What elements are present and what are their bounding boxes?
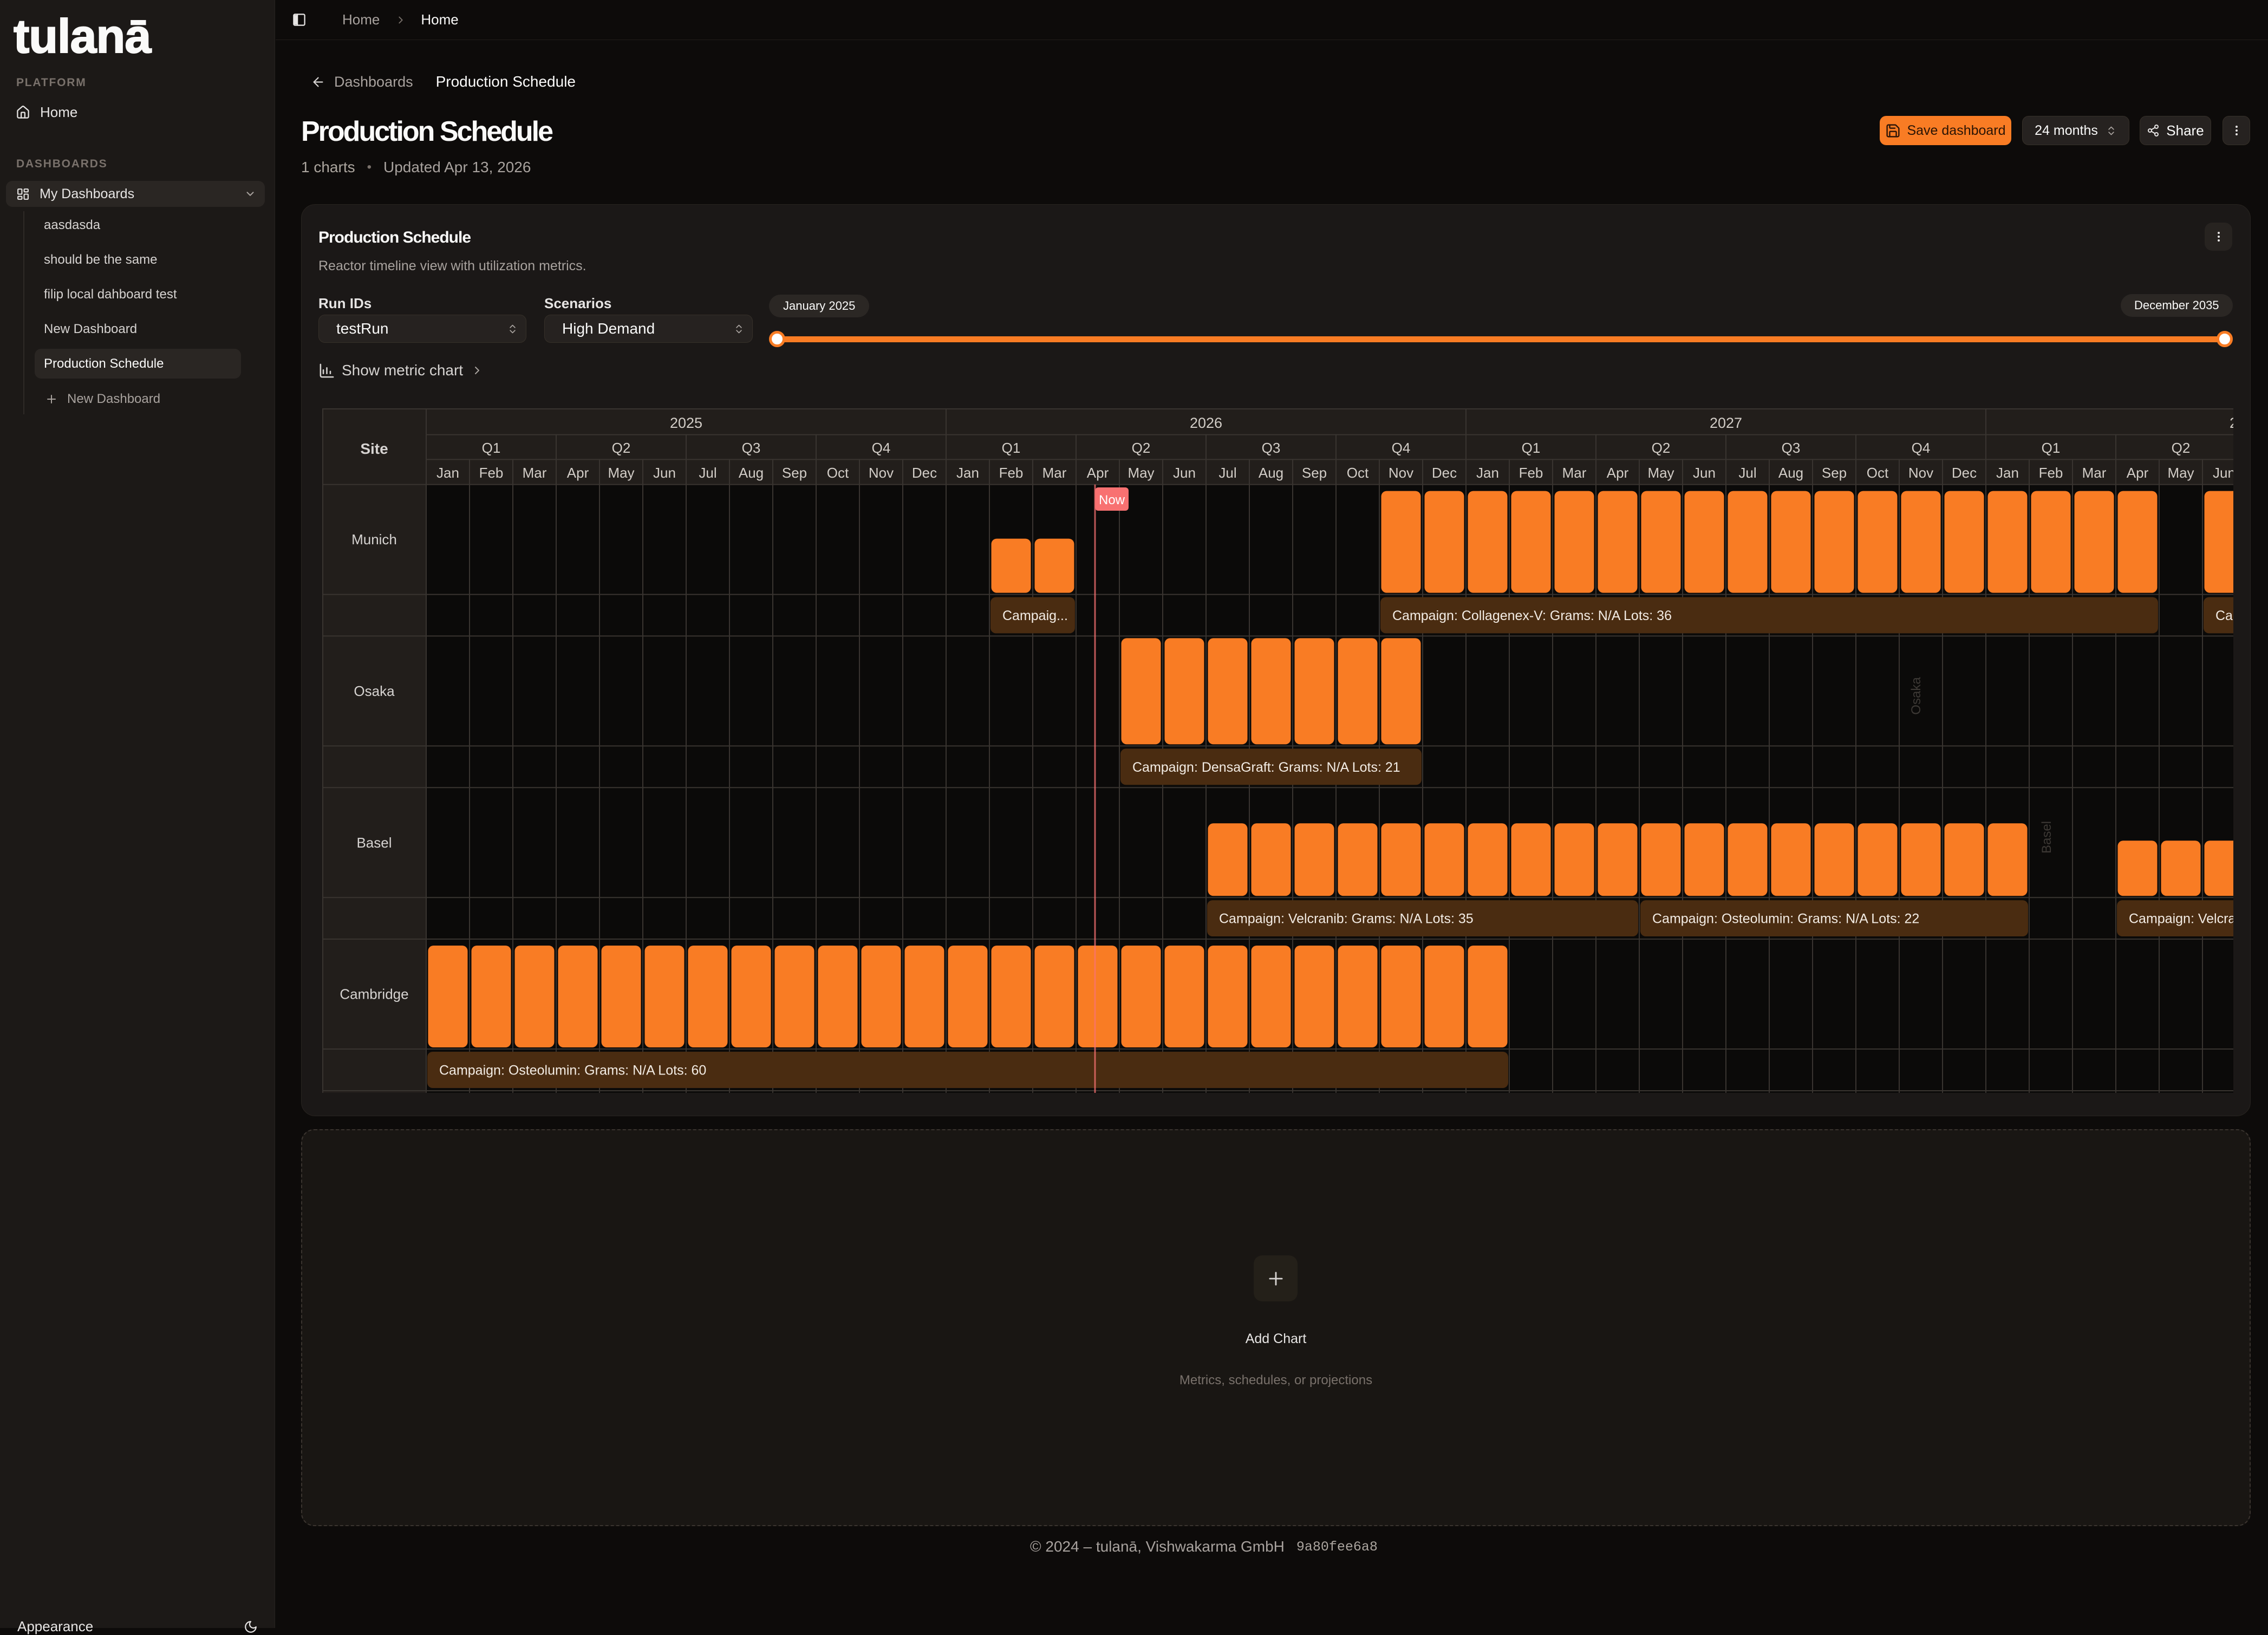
svg-text:Q1: Q1 — [1522, 440, 1541, 456]
svg-text:Apr: Apr — [567, 465, 589, 481]
svg-text:Apr: Apr — [1607, 465, 1629, 481]
svg-text:Sep: Sep — [782, 465, 807, 481]
svg-text:Jan: Jan — [1996, 465, 2019, 481]
svg-text:Jan: Jan — [956, 465, 979, 481]
svg-text:Site: Site — [360, 440, 388, 457]
svg-text:Campaign: DensaGraft: Grams: N: Campaign: DensaGraft: Grams: N/A — [2215, 608, 2233, 623]
svg-text:Jan: Jan — [436, 465, 459, 481]
svg-text:Q3: Q3 — [742, 440, 761, 456]
svg-text:Mar: Mar — [1562, 465, 1587, 481]
svg-text:2028: 2028 — [2230, 415, 2233, 431]
svg-text:Aug: Aug — [1778, 465, 1803, 481]
svg-text:Nov: Nov — [1908, 465, 1933, 481]
svg-text:Feb: Feb — [999, 465, 1024, 481]
svg-text:Dec: Dec — [1432, 465, 1457, 481]
svg-text:Now: Now — [1099, 493, 1125, 507]
svg-text:Q1: Q1 — [2042, 440, 2061, 456]
svg-text:Jul: Jul — [1218, 465, 1236, 481]
svg-text:May: May — [1647, 465, 1674, 481]
svg-text:Mar: Mar — [1042, 465, 1067, 481]
svg-text:Q2: Q2 — [1652, 440, 1671, 456]
svg-text:Mar: Mar — [523, 465, 547, 481]
svg-text:May: May — [1128, 465, 1154, 481]
svg-text:Q4: Q4 — [872, 440, 891, 456]
svg-text:Jul: Jul — [699, 465, 716, 481]
svg-text:Dec: Dec — [1952, 465, 1977, 481]
svg-text:Sep: Sep — [1302, 465, 1327, 481]
svg-text:Campaign: Velcranib: Grams: N/: Campaign: Velcranib: Grams: N/A — [2129, 911, 2233, 927]
svg-text:Nov: Nov — [1389, 465, 1413, 481]
svg-text:Basel: Basel — [2039, 821, 2054, 854]
svg-text:Q1: Q1 — [1002, 440, 1021, 456]
svg-text:Q4: Q4 — [1912, 440, 1931, 456]
svg-text:Osaka: Osaka — [354, 683, 395, 699]
svg-text:Campaig...: Campaig... — [1002, 608, 1068, 623]
svg-text:Campaign: Velcranib: Grams: N/: Campaign: Velcranib: Grams: N/A Lots: 35 — [1219, 911, 1474, 927]
svg-text:Jun: Jun — [2213, 465, 2233, 481]
svg-text:Apr: Apr — [2127, 465, 2149, 481]
svg-text:Feb: Feb — [1519, 465, 1543, 481]
svg-text:Nov: Nov — [869, 465, 894, 481]
svg-text:Q4: Q4 — [1392, 440, 1411, 456]
svg-text:Jun: Jun — [653, 465, 676, 481]
svg-text:2025: 2025 — [670, 415, 702, 431]
svg-text:Campaign: Osteolumin: Grams: N: Campaign: Osteolumin: Grams: N/A Lots: 6… — [439, 1063, 706, 1078]
svg-text:Campaign: Collagenex-V: Grams:: Campaign: Collagenex-V: Grams: N/A Lots:… — [1392, 608, 1672, 623]
svg-text:Basel: Basel — [356, 835, 392, 851]
svg-text:Jan: Jan — [1476, 465, 1499, 481]
svg-text:Osaka: Osaka — [1909, 677, 1924, 715]
svg-text:2027: 2027 — [1710, 415, 1742, 431]
svg-text:Q2: Q2 — [1132, 440, 1151, 456]
svg-text:Dec: Dec — [912, 465, 937, 481]
svg-text:Campaign: Osteolumin: Grams: N: Campaign: Osteolumin: Grams: N/A Lots: 2… — [1652, 911, 1919, 927]
svg-text:Feb: Feb — [479, 465, 504, 481]
svg-text:Mar: Mar — [2082, 465, 2107, 481]
svg-text:Sep: Sep — [1822, 465, 1847, 481]
svg-text:Oct: Oct — [827, 465, 849, 481]
svg-text:May: May — [608, 465, 634, 481]
svg-text:Jun: Jun — [1693, 465, 1716, 481]
svg-text:Munich: Munich — [351, 531, 397, 548]
svg-text:Aug: Aug — [1259, 465, 1283, 481]
svg-text:Feb: Feb — [2039, 465, 2063, 481]
svg-text:Oct: Oct — [1347, 465, 1369, 481]
svg-text:Apr: Apr — [1087, 465, 1109, 481]
svg-text:Campaign: DensaGraft: Grams: N: Campaign: DensaGraft: Grams: N/A Lots: 2… — [1132, 760, 1400, 775]
svg-text:Q2: Q2 — [612, 440, 631, 456]
svg-text:Oct: Oct — [1867, 465, 1889, 481]
svg-text:2026: 2026 — [1190, 415, 1222, 431]
svg-text:May: May — [2167, 465, 2194, 481]
svg-text:Q2: Q2 — [2172, 440, 2191, 456]
svg-text:Cambridge: Cambridge — [340, 986, 408, 1002]
svg-text:Q3: Q3 — [1262, 440, 1281, 456]
svg-text:Aug: Aug — [739, 465, 764, 481]
svg-text:Q3: Q3 — [1782, 440, 1801, 456]
svg-text:Jul: Jul — [1738, 465, 1756, 481]
svg-text:Q1: Q1 — [482, 440, 501, 456]
svg-text:Jun: Jun — [1173, 465, 1196, 481]
